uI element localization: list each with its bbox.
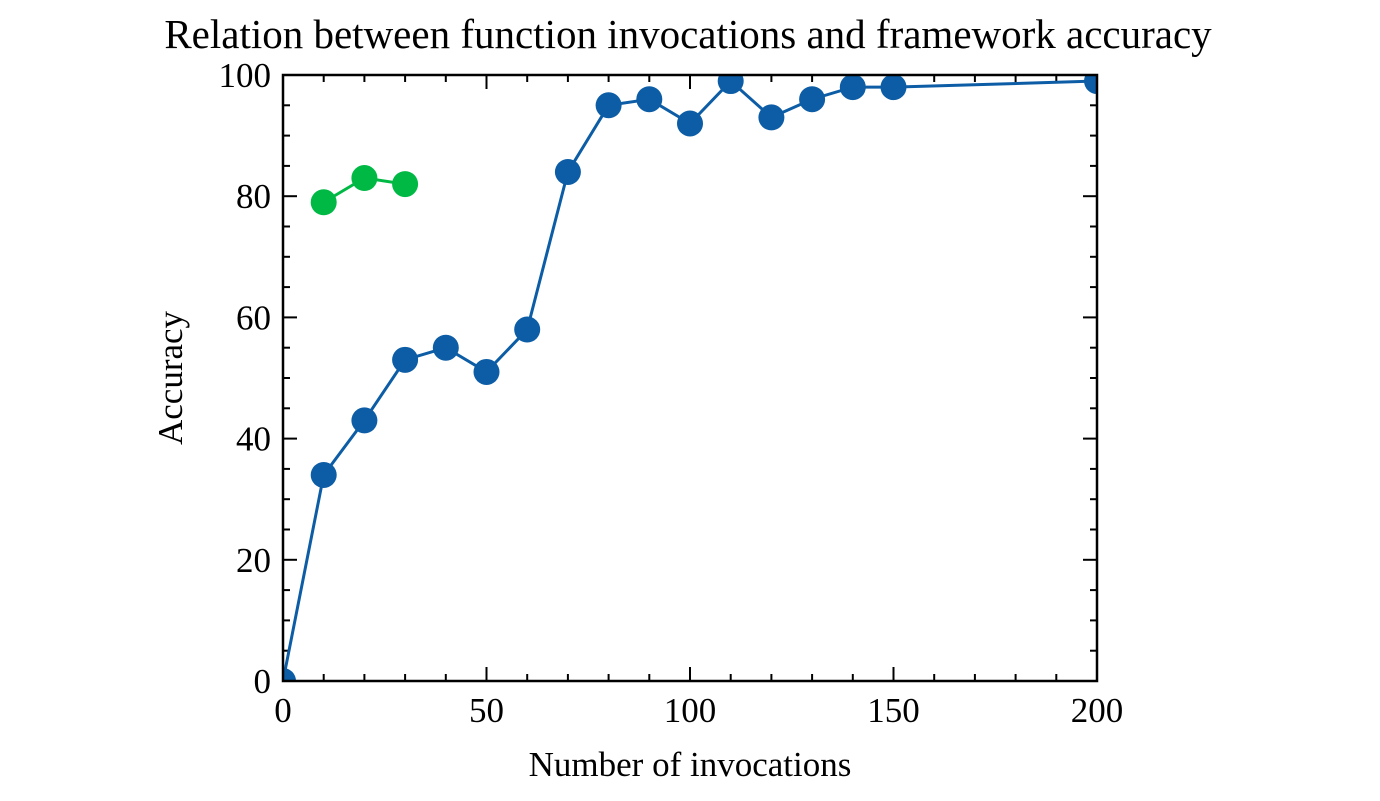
series-marker	[677, 110, 703, 137]
series-marker	[1084, 75, 1097, 95]
series-marker	[283, 668, 296, 681]
y-tick-label: 0	[254, 662, 272, 701]
series-marker	[717, 75, 744, 95]
x-tick-label: 100	[664, 691, 717, 730]
series-marker	[554, 158, 581, 185]
x-tick-label: 0	[274, 691, 292, 730]
x-tick-label: 50	[469, 691, 504, 730]
x-tick-label: 150	[867, 691, 920, 730]
y-tick-label: 40	[236, 420, 271, 459]
ticks: 0 50 100 150 200 0 20 40 60 80 100	[219, 56, 1124, 730]
plot-area	[283, 75, 1097, 681]
series-marker	[392, 171, 419, 198]
series-marker	[473, 358, 500, 385]
chart-title: Relation between function invocations an…	[164, 11, 1212, 57]
series-marker	[799, 86, 826, 113]
y-tick-label: 20	[236, 541, 271, 580]
y-tick-label: 80	[236, 177, 271, 216]
series-marker	[880, 75, 907, 101]
x-tick-label: 200	[1071, 691, 1124, 730]
series-marker	[432, 334, 459, 361]
series-marker	[351, 165, 378, 192]
series-marker	[636, 86, 663, 113]
series-marker	[351, 407, 378, 434]
series-marker	[758, 104, 785, 131]
series-marker	[392, 346, 419, 373]
series-marker	[839, 75, 866, 101]
y-axis-label: Accuracy	[151, 310, 190, 445]
plot-frame	[281, 73, 1099, 683]
series-marker	[514, 316, 541, 343]
series-marker	[310, 189, 337, 216]
x-axis-label: Number of invocations	[529, 745, 852, 784]
y-tick-label: 100	[219, 56, 272, 95]
y-tick-label: 60	[236, 298, 271, 337]
series-marker	[595, 92, 622, 119]
series-marker	[310, 461, 337, 488]
series-line	[283, 78, 1097, 681]
